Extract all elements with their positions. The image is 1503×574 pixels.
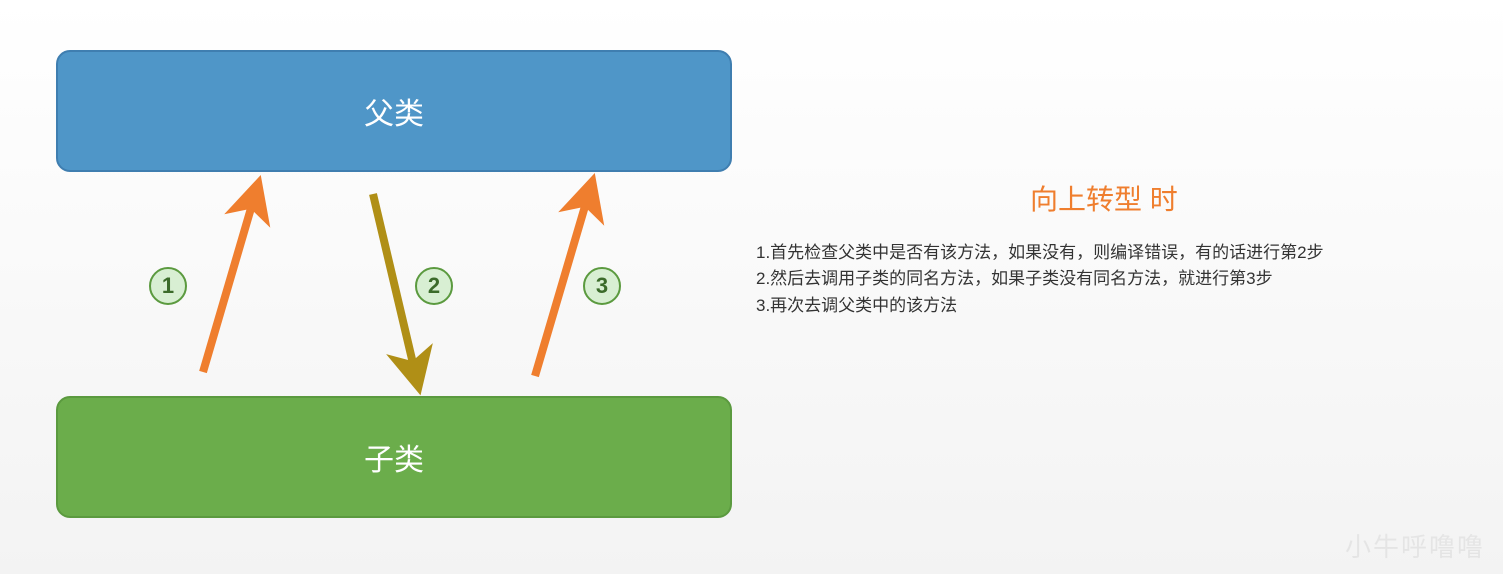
arrow-step-2 xyxy=(373,194,415,372)
step-badge-3-label: 3 xyxy=(596,273,608,299)
parent-class-label: 父类 xyxy=(364,89,424,133)
step-badge-3: 3 xyxy=(583,267,621,305)
step-line-1: 1.首先检查父类中是否有该方法，如果没有，则编译错误，有的话进行第2步 xyxy=(756,240,1324,266)
parent-class-box: 父类 xyxy=(56,50,732,172)
diagram-title: 向上转型 时 xyxy=(1030,178,1178,218)
child-class-label: 子类 xyxy=(364,435,424,479)
step-line-3: 3.再次去调父类中的该方法 xyxy=(756,293,1324,319)
watermark-text: 小牛呼噜噜 xyxy=(1345,527,1485,564)
step-badge-1-label: 1 xyxy=(162,273,174,299)
child-class-box: 子类 xyxy=(56,396,732,518)
step-badge-2-label: 2 xyxy=(428,273,440,299)
step-badge-1: 1 xyxy=(149,267,187,305)
arrow-step-1 xyxy=(203,198,254,372)
arrow-step-3 xyxy=(535,196,588,376)
step-line-2: 2.然后去调用子类的同名方法，如果子类没有同名方法，就进行第3步 xyxy=(756,266,1324,292)
steps-text: 1.首先检查父类中是否有该方法，如果没有，则编译错误，有的话进行第2步 2.然后… xyxy=(756,240,1324,319)
step-badge-2: 2 xyxy=(415,267,453,305)
